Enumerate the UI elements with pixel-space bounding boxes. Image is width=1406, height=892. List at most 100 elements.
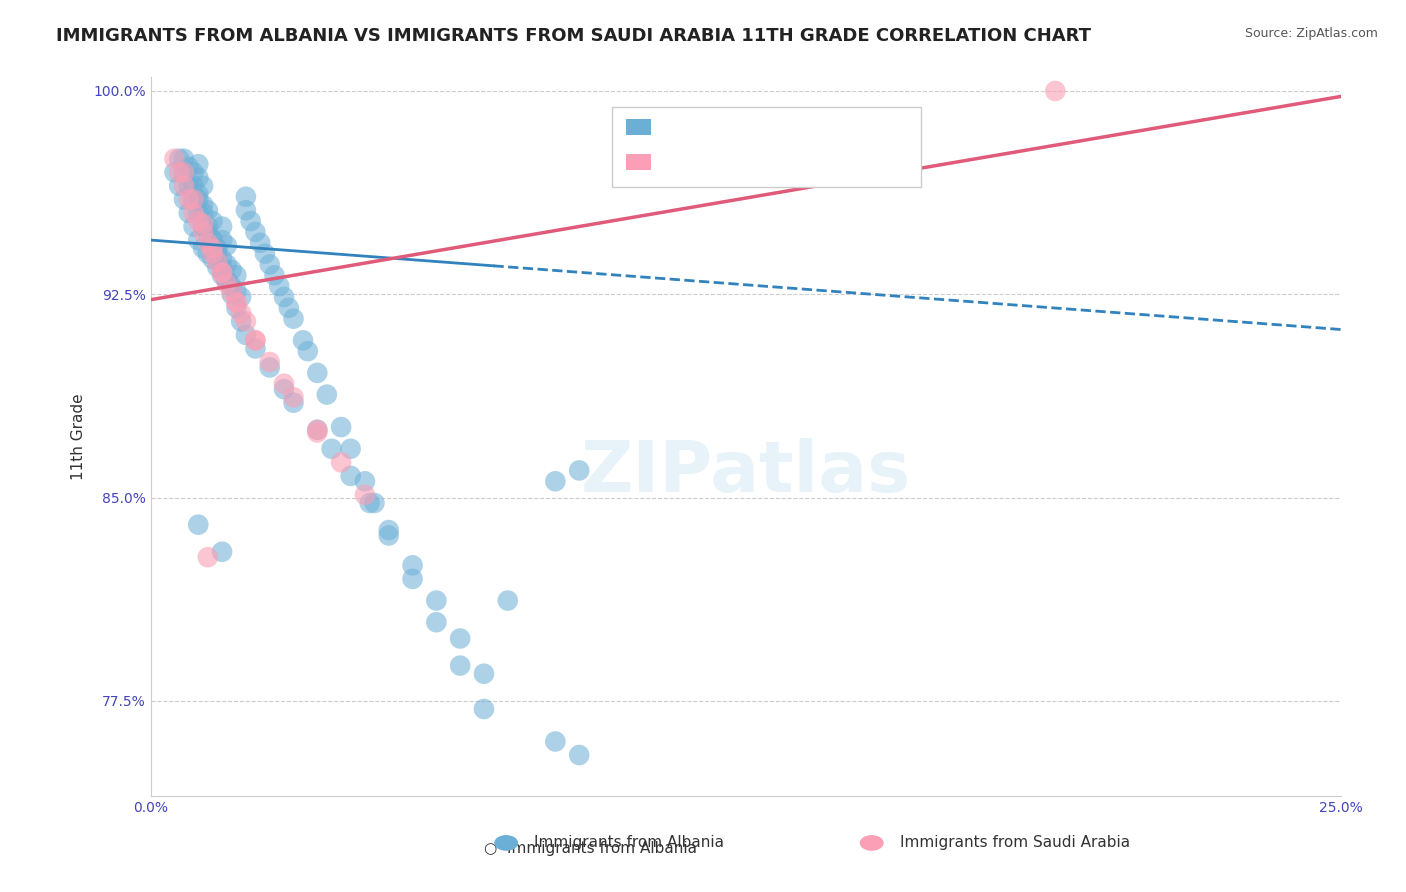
Point — [225, 268, 247, 283]
Point — [225, 295, 247, 310]
Point — [235, 203, 257, 218]
Point — [377, 528, 399, 542]
Point — [173, 165, 195, 179]
Point — [231, 314, 253, 328]
Point — [377, 523, 399, 537]
Text: 98: 98 — [837, 118, 859, 136]
Point — [359, 496, 381, 510]
Text: 33: 33 — [837, 153, 860, 171]
Point — [496, 593, 519, 607]
Point — [245, 334, 267, 348]
Text: Immigrants from Saudi Arabia: Immigrants from Saudi Arabia — [900, 836, 1130, 850]
Point — [173, 165, 195, 179]
Point — [231, 306, 253, 320]
Point — [215, 277, 238, 291]
Point — [207, 260, 229, 275]
Point — [201, 241, 224, 255]
Point — [225, 301, 247, 315]
Point — [307, 425, 329, 440]
Point — [211, 260, 233, 275]
Point — [401, 572, 423, 586]
Point — [215, 274, 238, 288]
Point — [197, 550, 219, 565]
Point — [544, 734, 567, 748]
Point — [211, 233, 233, 247]
Text: R =: R = — [661, 153, 697, 171]
Point — [568, 747, 591, 762]
Point — [330, 420, 353, 434]
Point — [277, 301, 299, 315]
Point — [211, 545, 233, 559]
Point — [225, 285, 247, 299]
Point — [231, 290, 253, 304]
Point — [183, 206, 205, 220]
Point — [245, 225, 267, 239]
Point — [167, 178, 190, 193]
Point — [191, 206, 214, 220]
Point — [187, 170, 209, 185]
Point — [321, 442, 343, 456]
Point — [283, 395, 305, 409]
Point — [215, 238, 238, 252]
Text: N =: N = — [773, 118, 821, 136]
Text: ZIPatlas: ZIPatlas — [581, 438, 911, 507]
Y-axis label: 11th Grade: 11th Grade — [72, 393, 86, 480]
Point — [207, 254, 229, 268]
Point — [221, 285, 243, 299]
Point — [425, 593, 447, 607]
Text: -0.049: -0.049 — [717, 118, 776, 136]
Point — [201, 246, 224, 260]
Point — [339, 442, 361, 456]
Point — [163, 152, 186, 166]
Text: ○  Immigrants from Albania: ○ Immigrants from Albania — [484, 841, 697, 856]
Point — [307, 423, 329, 437]
Point — [273, 290, 295, 304]
Point — [207, 246, 229, 260]
Point — [215, 274, 238, 288]
Point — [211, 252, 233, 266]
Point — [207, 241, 229, 255]
Point — [245, 334, 267, 348]
Text: N =: N = — [773, 153, 821, 171]
Text: Immigrants from Albania: Immigrants from Albania — [534, 836, 724, 850]
Point — [1045, 84, 1067, 98]
Text: R =: R = — [661, 118, 697, 136]
Point — [167, 165, 190, 179]
Point — [259, 257, 281, 271]
Point — [183, 193, 205, 207]
Point — [211, 268, 233, 283]
Point — [472, 666, 495, 681]
Point — [269, 279, 291, 293]
Text: Source: ZipAtlas.com: Source: ZipAtlas.com — [1244, 27, 1378, 40]
Point — [183, 178, 205, 193]
Point — [211, 266, 233, 280]
Point — [163, 165, 186, 179]
Point — [215, 257, 238, 271]
Point — [307, 423, 329, 437]
Point — [307, 366, 329, 380]
Point — [187, 206, 209, 220]
Point — [197, 225, 219, 239]
Point — [283, 390, 305, 404]
Point — [245, 342, 267, 356]
Point — [273, 382, 295, 396]
Point — [191, 217, 214, 231]
Point — [183, 193, 205, 207]
Point — [187, 157, 209, 171]
Point — [221, 279, 243, 293]
Point — [191, 198, 214, 212]
Point — [187, 193, 209, 207]
Point — [544, 475, 567, 489]
Point — [177, 160, 200, 174]
Point — [191, 219, 214, 234]
Point — [339, 468, 361, 483]
Point — [197, 246, 219, 260]
Point — [315, 387, 337, 401]
Point — [211, 266, 233, 280]
Point — [401, 558, 423, 573]
Point — [354, 488, 377, 502]
Point — [253, 246, 276, 260]
Point — [201, 214, 224, 228]
Point — [273, 376, 295, 391]
Point — [177, 206, 200, 220]
